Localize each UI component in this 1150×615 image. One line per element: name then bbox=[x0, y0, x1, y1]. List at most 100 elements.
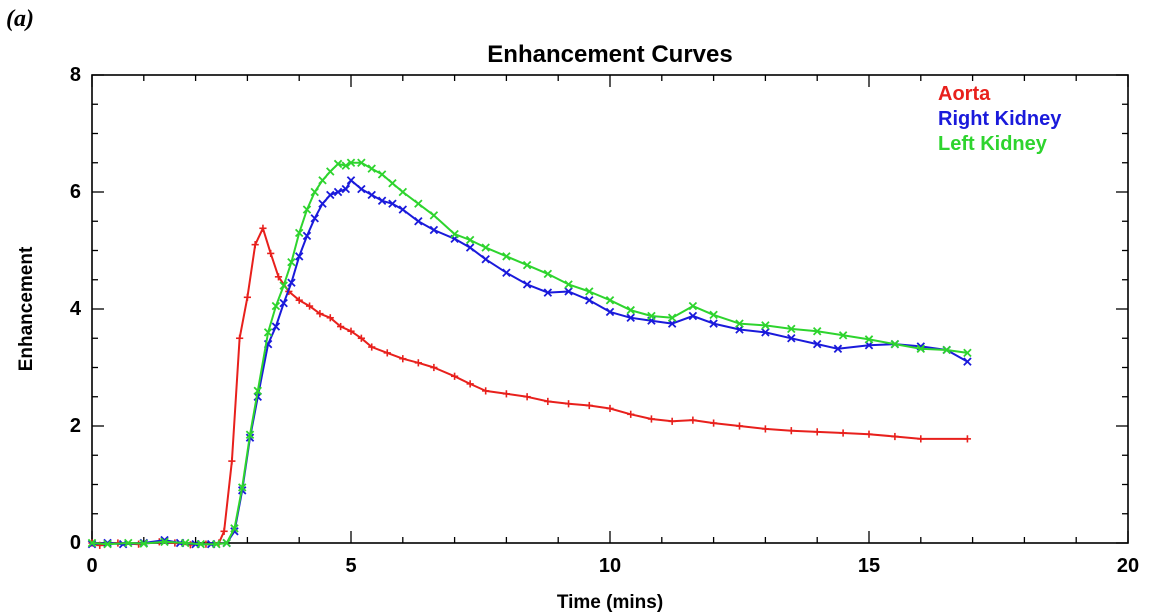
data-point bbox=[398, 187, 408, 197]
x-tick-label: 0 bbox=[86, 555, 97, 577]
data-point bbox=[414, 359, 422, 367]
data-point bbox=[230, 524, 239, 533]
data-point bbox=[465, 235, 475, 245]
data-point bbox=[398, 205, 408, 214]
data-point bbox=[333, 159, 343, 169]
data-point bbox=[326, 167, 335, 176]
data-point bbox=[916, 344, 926, 354]
data-point bbox=[377, 170, 387, 179]
data-point bbox=[377, 196, 387, 206]
series-line bbox=[91, 179, 968, 546]
data-point bbox=[543, 269, 553, 279]
data-point bbox=[963, 357, 972, 366]
data-point bbox=[414, 199, 423, 208]
data-point bbox=[318, 199, 327, 208]
data-point bbox=[430, 363, 438, 372]
data-point bbox=[812, 326, 822, 336]
data-point bbox=[735, 319, 744, 328]
data-point bbox=[287, 257, 296, 267]
data-point bbox=[429, 225, 439, 235]
data-point bbox=[341, 184, 351, 194]
data-point bbox=[302, 205, 312, 214]
x-axis-label: Time (mins) bbox=[557, 592, 663, 613]
data-point bbox=[263, 328, 273, 337]
y-tick-label: 8 bbox=[70, 64, 81, 86]
data-point bbox=[316, 310, 324, 318]
data-point bbox=[735, 422, 744, 430]
data-point bbox=[367, 164, 376, 173]
data-point bbox=[414, 217, 423, 226]
y-tick-label: 2 bbox=[70, 415, 81, 437]
data-point bbox=[465, 243, 475, 252]
data-point bbox=[333, 187, 343, 197]
x-tick-labels: 0 5 10 15 20 bbox=[86, 555, 1139, 577]
data-point bbox=[271, 301, 281, 311]
data-point bbox=[865, 430, 873, 438]
x-tick-label: 20 bbox=[1117, 555, 1139, 577]
x-tick-label: 5 bbox=[345, 555, 356, 577]
data-point bbox=[564, 280, 573, 289]
data-point bbox=[502, 390, 510, 398]
data-point bbox=[294, 252, 304, 261]
data-point bbox=[124, 538, 133, 548]
data-point bbox=[787, 324, 796, 334]
data-point bbox=[688, 301, 698, 311]
data-point bbox=[543, 288, 553, 297]
data-point bbox=[451, 372, 459, 380]
data-point bbox=[450, 229, 459, 239]
data-point bbox=[942, 345, 951, 355]
data-point bbox=[279, 298, 288, 308]
legend-entry: Right Kidney bbox=[938, 108, 1062, 130]
data-point bbox=[271, 322, 281, 331]
data-point bbox=[310, 214, 319, 223]
data-point bbox=[522, 260, 532, 270]
data-point bbox=[502, 268, 511, 277]
data-point bbox=[864, 335, 874, 344]
data-point bbox=[812, 339, 822, 349]
y-tick-label: 4 bbox=[70, 298, 82, 320]
legend-entry: Left Kidney bbox=[938, 133, 1048, 155]
data-point bbox=[688, 311, 698, 321]
data-point bbox=[357, 158, 366, 167]
data-point bbox=[388, 178, 397, 188]
data-point bbox=[337, 322, 345, 331]
data-point bbox=[245, 430, 255, 440]
data-point bbox=[668, 417, 676, 425]
data-point bbox=[626, 305, 635, 315]
data-point bbox=[160, 537, 169, 547]
data-point bbox=[605, 295, 615, 305]
data-point bbox=[647, 415, 656, 423]
data-point bbox=[259, 224, 267, 232]
data-point bbox=[890, 339, 900, 349]
data-point bbox=[963, 348, 972, 358]
data-point bbox=[279, 281, 288, 290]
data-point bbox=[347, 327, 355, 335]
data-point bbox=[367, 190, 376, 200]
data-point bbox=[481, 255, 490, 264]
data-point bbox=[388, 199, 397, 208]
data-point bbox=[761, 328, 770, 337]
figure-label: (a) bbox=[6, 6, 34, 32]
data-point bbox=[310, 187, 319, 197]
data-point bbox=[761, 321, 770, 330]
data-point bbox=[243, 293, 251, 301]
data-point bbox=[222, 538, 231, 548]
data-point bbox=[139, 539, 149, 548]
y-axis-label: Enhancement bbox=[16, 246, 37, 371]
legend-entry: Aorta bbox=[938, 83, 991, 105]
data-point bbox=[667, 313, 677, 323]
data-point bbox=[544, 397, 552, 406]
data-point bbox=[236, 334, 244, 342]
series-right-kidney bbox=[87, 176, 972, 549]
y-tick-label: 6 bbox=[70, 181, 81, 203]
data-point bbox=[383, 349, 391, 357]
data-point bbox=[267, 249, 275, 258]
data-point bbox=[627, 410, 635, 418]
data-point bbox=[605, 307, 615, 317]
data-point bbox=[838, 331, 848, 340]
legend: Aorta Right Kidney Left Kidney bbox=[938, 83, 1062, 155]
data-point bbox=[710, 419, 718, 427]
data-point bbox=[626, 313, 635, 323]
data-point bbox=[346, 176, 356, 185]
